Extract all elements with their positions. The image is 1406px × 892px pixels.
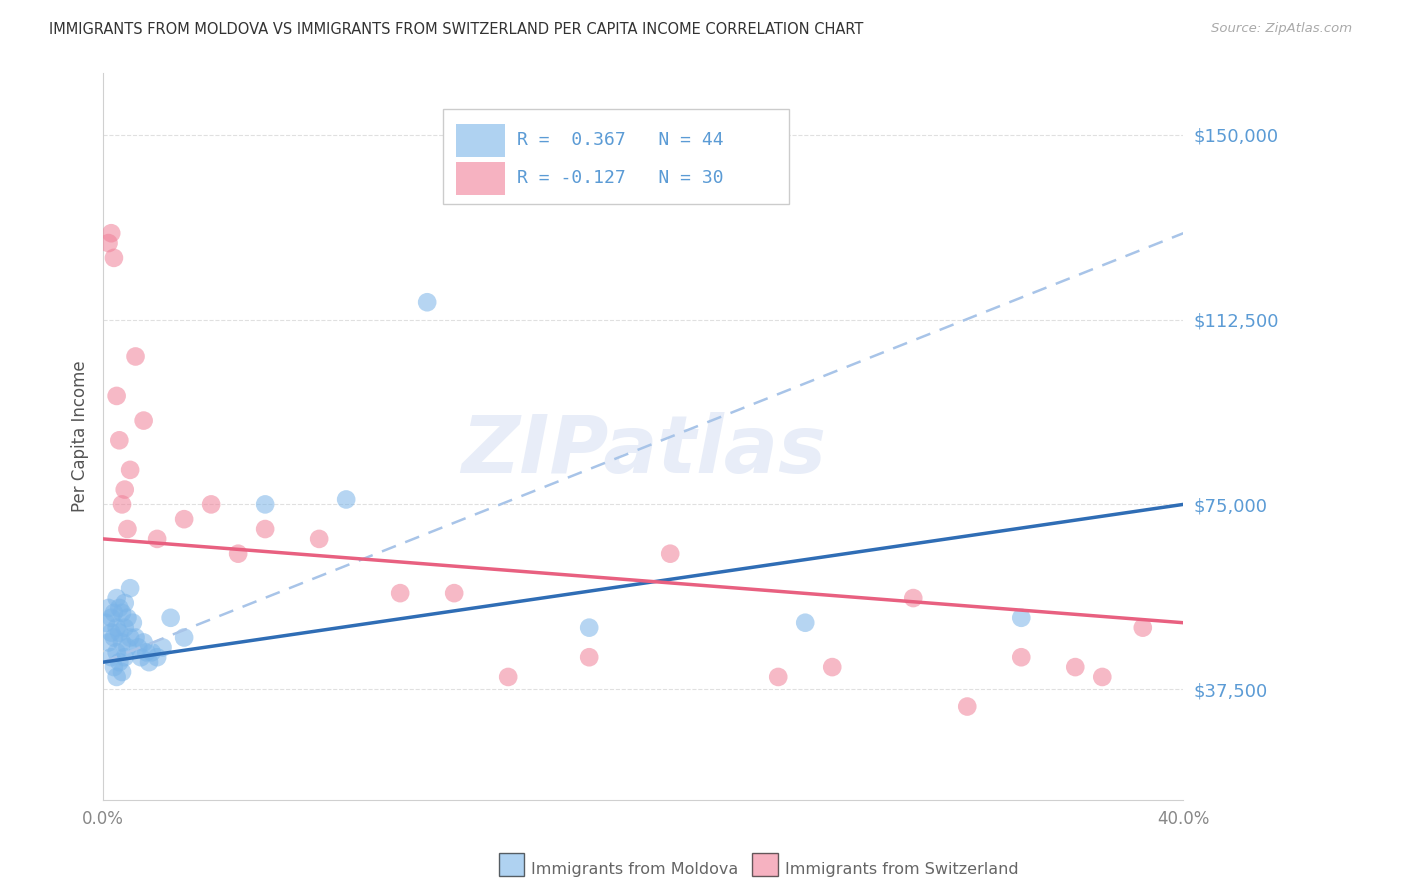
Y-axis label: Per Capita Income: Per Capita Income	[72, 360, 89, 512]
Point	[903, 591, 925, 605]
Point	[111, 606, 134, 620]
Point	[173, 512, 195, 526]
Point	[108, 655, 131, 669]
Point	[146, 650, 169, 665]
Point	[97, 601, 120, 615]
Point	[105, 670, 128, 684]
Point	[794, 615, 817, 630]
Point	[1010, 650, 1032, 665]
Point	[100, 625, 122, 640]
Point	[1010, 611, 1032, 625]
Point	[105, 389, 128, 403]
Text: ZIPatlas: ZIPatlas	[461, 412, 825, 490]
Text: Source: ZipAtlas.com: Source: ZipAtlas.com	[1212, 22, 1353, 36]
Point	[121, 615, 143, 630]
Point	[105, 621, 128, 635]
Point	[124, 350, 146, 364]
Point	[114, 621, 136, 635]
Point	[129, 650, 152, 665]
Point	[173, 631, 195, 645]
Point	[1132, 621, 1154, 635]
Point	[152, 640, 174, 655]
Point	[120, 463, 142, 477]
Point	[111, 635, 134, 649]
Point	[111, 665, 134, 679]
FancyBboxPatch shape	[457, 124, 505, 157]
Point	[108, 601, 131, 615]
Point	[443, 586, 465, 600]
Point	[254, 497, 277, 511]
Point	[200, 497, 222, 511]
Point	[103, 251, 125, 265]
Text: R = -0.127   N = 30: R = -0.127 N = 30	[517, 169, 724, 187]
Point	[821, 660, 844, 674]
Point	[956, 699, 979, 714]
Point	[768, 670, 790, 684]
Point	[496, 670, 519, 684]
Point	[1091, 670, 1114, 684]
Point	[103, 631, 125, 645]
Point	[105, 591, 128, 605]
Point	[1064, 660, 1087, 674]
Text: Immigrants from Switzerland: Immigrants from Switzerland	[785, 863, 1018, 877]
Point	[114, 596, 136, 610]
Point	[97, 635, 120, 649]
Point	[117, 522, 139, 536]
Text: IMMIGRANTS FROM MOLDOVA VS IMMIGRANTS FROM SWITZERLAND PER CAPITA INCOME CORRELA: IMMIGRANTS FROM MOLDOVA VS IMMIGRANTS FR…	[49, 22, 863, 37]
Point	[132, 413, 155, 427]
Point	[141, 645, 163, 659]
Point	[389, 586, 412, 600]
Point	[103, 660, 125, 674]
FancyBboxPatch shape	[443, 110, 789, 204]
Point	[108, 625, 131, 640]
Point	[659, 547, 682, 561]
Point	[117, 611, 139, 625]
Point	[105, 645, 128, 659]
Point	[94, 615, 117, 630]
FancyBboxPatch shape	[457, 162, 505, 195]
Point	[146, 532, 169, 546]
Point	[254, 522, 277, 536]
Point	[132, 635, 155, 649]
Point	[97, 236, 120, 251]
Point	[127, 640, 149, 655]
Point	[578, 650, 600, 665]
Point	[114, 483, 136, 497]
Point	[135, 645, 157, 659]
Point	[124, 631, 146, 645]
Point	[335, 492, 357, 507]
Point	[120, 631, 142, 645]
Point	[120, 581, 142, 595]
Point	[103, 606, 125, 620]
Point	[100, 226, 122, 240]
Point	[111, 497, 134, 511]
Point	[159, 611, 181, 625]
Text: R =  0.367   N = 44: R = 0.367 N = 44	[517, 131, 724, 149]
Point	[138, 655, 160, 669]
Point	[108, 434, 131, 448]
Point	[114, 650, 136, 665]
Point	[117, 640, 139, 655]
Text: Immigrants from Moldova: Immigrants from Moldova	[531, 863, 738, 877]
Point	[100, 611, 122, 625]
Point	[308, 532, 330, 546]
Point	[100, 650, 122, 665]
Point	[578, 621, 600, 635]
Point	[416, 295, 439, 310]
Point	[226, 547, 249, 561]
